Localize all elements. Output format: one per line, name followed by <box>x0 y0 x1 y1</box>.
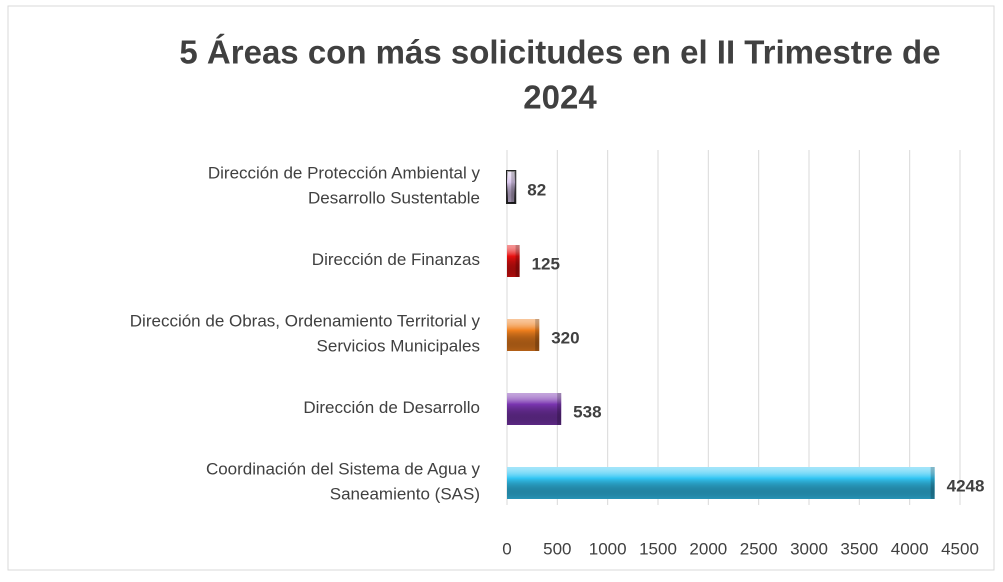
y-tick-label: Dirección de Desarrollo <box>303 398 480 417</box>
value-label: 82 <box>527 180 546 199</box>
bar-shade <box>507 245 520 277</box>
bar-shade <box>507 393 562 425</box>
x-tick-label: 4500 <box>941 539 979 558</box>
bar-end <box>557 393 562 425</box>
value-label: 125 <box>532 254 560 273</box>
value-label: 320 <box>551 328 579 347</box>
x-tick-label: 2500 <box>740 539 778 558</box>
x-tick-label: 3500 <box>840 539 878 558</box>
y-tick-label: Dirección de Obras, Ordenamiento Territo… <box>130 312 481 356</box>
x-tick-label: 3000 <box>790 539 828 558</box>
x-tick-label: 2000 <box>689 539 727 558</box>
value-label: 4248 <box>947 476 985 495</box>
x-tick-label: 4000 <box>891 539 929 558</box>
bar-end <box>515 245 520 277</box>
x-tick-label: 1000 <box>589 539 627 558</box>
bar-end <box>535 319 540 351</box>
bar-shade <box>507 467 935 499</box>
y-tick-label: Coordinación del Sistema de Agua y Saneam… <box>206 460 481 504</box>
bar-shade <box>507 319 540 351</box>
x-tick-label: 1500 <box>639 539 677 558</box>
bar-shade <box>507 171 516 203</box>
bar-end <box>930 467 935 499</box>
y-tick-label: Dirección de Protección Ambiental y Desar… <box>208 164 481 208</box>
chart-title: 5 Áreas con más solicitudes en el II Tri… <box>179 33 940 115</box>
x-tick-label: 0 <box>502 539 511 558</box>
value-label: 538 <box>573 402 601 421</box>
x-tick-label: 500 <box>543 539 571 558</box>
bar-end <box>511 171 516 203</box>
y-tick-label: Dirección de Finanzas <box>312 250 480 269</box>
